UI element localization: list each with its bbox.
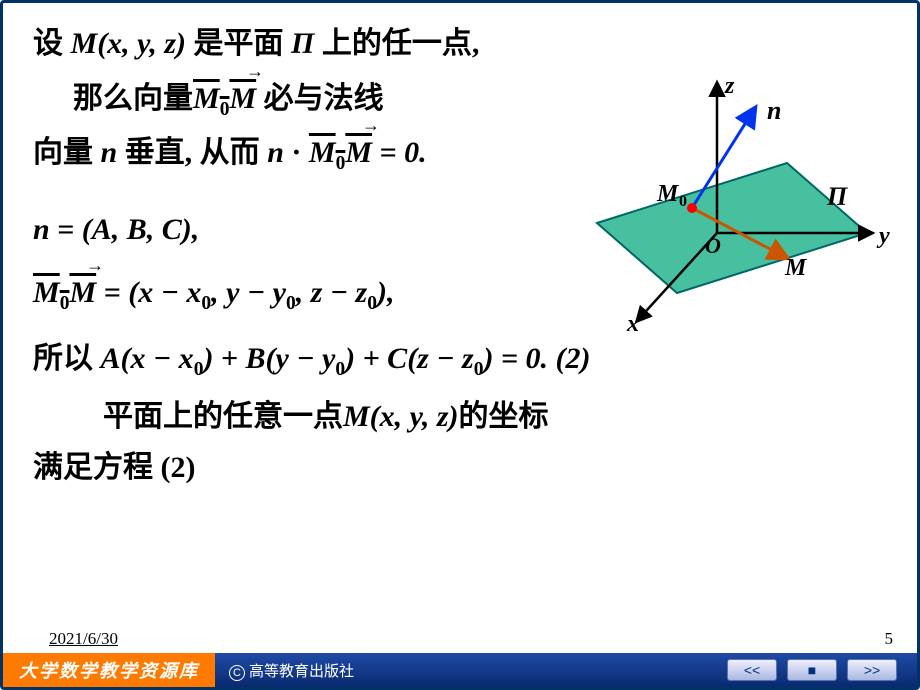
- text: 上的任一点,: [314, 27, 479, 60]
- next-button[interactable]: >>: [847, 659, 897, 681]
- var-Pi: Π: [291, 27, 314, 60]
- vector-M0M-2: M0M: [309, 130, 372, 178]
- vector-M0M-3: M0M: [33, 270, 96, 318]
- m0m-def: = (x − x0, y − y0, z − z0),: [96, 276, 394, 309]
- svg-text:O: O: [705, 233, 721, 258]
- var-n: n: [101, 136, 118, 169]
- line-6: 所以 A(x − x0) + B(y − y0) + C(z − z0) = 0…: [33, 336, 897, 384]
- date-stamp: 2021/6/30: [49, 629, 118, 649]
- line-8: 满足方程 (2): [33, 445, 897, 490]
- svg-text:z: z: [724, 73, 735, 99]
- line-1: 设 M(x, y, z) 是平面 Π 上的任一点,: [33, 21, 897, 66]
- page-number: 5: [885, 629, 894, 649]
- footer-title: 大学数学教学资源库: [3, 653, 215, 687]
- plane-diagram: z y x n O M 0 M Π: [527, 63, 897, 333]
- text: 必与法线: [256, 82, 384, 115]
- svg-text:x: x: [626, 311, 639, 333]
- text: 向量: [33, 136, 101, 169]
- text: 设: [33, 27, 71, 60]
- var-M: M: [71, 27, 98, 60]
- dot-op: ·: [284, 136, 309, 169]
- n-def: n = (A, B, C),: [33, 213, 199, 246]
- copyright-icon: C: [229, 665, 245, 681]
- eq-zero: = 0.: [372, 136, 427, 169]
- svg-text:M: M: [784, 255, 808, 281]
- line-7: 平面上的任意一点M(x, y, z)的坐标: [103, 394, 897, 439]
- text: 是平面: [186, 27, 291, 60]
- footer-publisher: C高等教育出版社: [229, 660, 354, 681]
- vector-M0M: M0M: [193, 76, 256, 124]
- svg-text:y: y: [876, 223, 890, 249]
- equation-2: A(x − x0) + B(y − y0) + C(z − z0) = 0. (…: [101, 342, 591, 375]
- slide-frame: 设 M(x, y, z) 是平面 Π 上的任一点, 那么向量M0M 必与法线 向…: [0, 0, 920, 690]
- text: 满足方程 (2): [33, 451, 195, 484]
- suoyi: 所以: [33, 342, 101, 375]
- svg-text:0: 0: [679, 193, 687, 210]
- footer-bar: 大学数学教学资源库 C高等教育出版社 << >>: [3, 653, 917, 687]
- prev-button[interactable]: <<: [727, 659, 777, 681]
- coords: (x, y, z): [97, 27, 186, 60]
- svg-text:Π: Π: [826, 182, 848, 211]
- text: 的坐标: [459, 400, 549, 433]
- text: 那么向量: [73, 82, 193, 115]
- svg-text:M: M: [656, 181, 680, 207]
- svg-text:n: n: [767, 96, 781, 125]
- text: 平面上的任意一点: [103, 400, 343, 433]
- stop-button[interactable]: [787, 659, 837, 681]
- var-n2: n: [267, 136, 284, 169]
- nav-buttons: << >>: [727, 659, 897, 681]
- M-xyz: M(x, y, z): [343, 400, 459, 433]
- text: 垂直, 从而: [117, 136, 267, 169]
